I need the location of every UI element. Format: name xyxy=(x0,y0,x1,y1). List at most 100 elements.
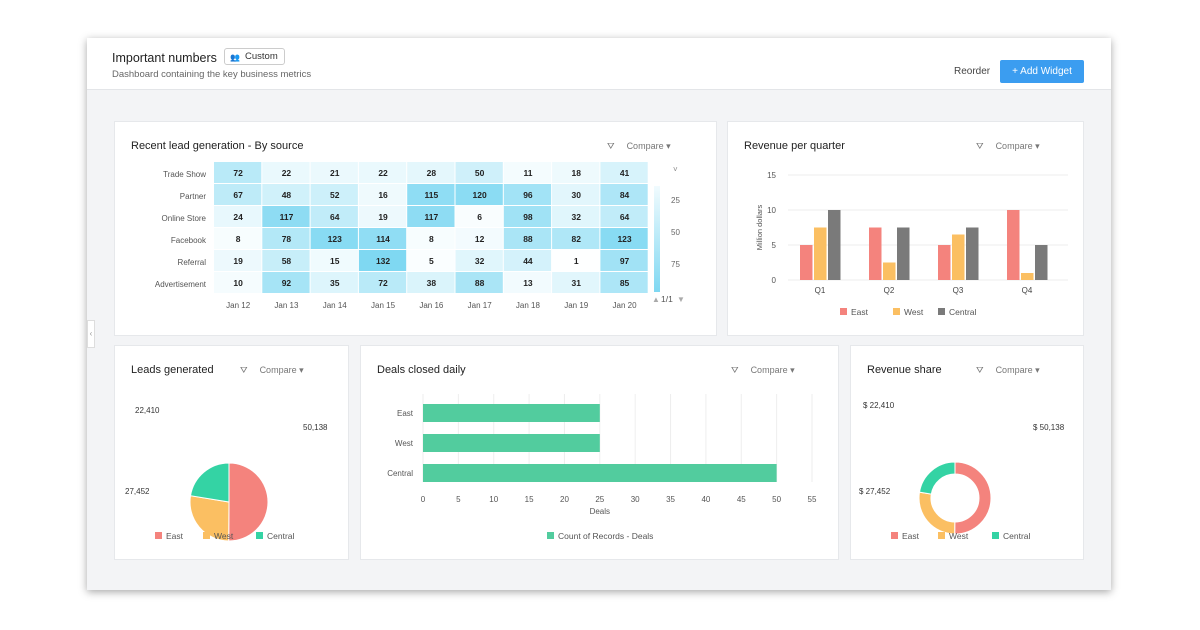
cell-value: 32 xyxy=(475,256,485,266)
heatmap-cell xyxy=(503,228,552,249)
legend-swatch xyxy=(938,308,945,315)
y-tick: West xyxy=(395,439,414,448)
legend-swatch xyxy=(547,532,554,539)
heatmap-cell xyxy=(358,184,407,205)
cell-value: 16 xyxy=(378,190,388,200)
compare-dropdown[interactable]: ⛛ Compare ▾ xyxy=(240,365,304,375)
heatmap-cell xyxy=(262,250,310,271)
bar-east xyxy=(800,245,813,280)
slice-central xyxy=(189,462,230,503)
col-label: Jan 19 xyxy=(564,301,589,310)
x-tick: 25 xyxy=(595,495,604,504)
legend-label: East xyxy=(166,531,184,541)
reorder-button[interactable]: Reorder xyxy=(954,66,991,77)
add-widget-button[interactable]: + Add Widget xyxy=(1000,60,1084,83)
legend-swatch xyxy=(840,308,847,315)
heatmap-cell xyxy=(310,184,358,205)
compare-dropdown[interactable]: ⛛ Compare ▾ xyxy=(607,141,671,151)
card-title: Revenue per quarter xyxy=(744,140,845,152)
legend-swatch xyxy=(938,532,945,539)
heatmap-cell xyxy=(455,184,503,205)
heatmap-cell xyxy=(214,162,262,183)
filter-icon[interactable]: ⛛ xyxy=(731,365,739,375)
sidebar-toggle[interactable]: ‹ xyxy=(87,320,95,348)
bar-central xyxy=(897,227,910,280)
x-tick: 0 xyxy=(421,495,426,504)
card-title: Revenue share xyxy=(867,364,942,376)
dashboard: Important numbers 👥 Custom Dashboard cont… xyxy=(87,38,1111,590)
cell-value: 19 xyxy=(233,256,243,266)
cell-value: 24 xyxy=(233,212,243,222)
heatmap-cell xyxy=(600,162,648,183)
cell-value: 30 xyxy=(572,190,582,200)
x-tick: 10 xyxy=(489,495,498,504)
row-label: Online Store xyxy=(162,214,207,223)
cell-value: 85 xyxy=(620,278,630,288)
x-tick: Q3 xyxy=(953,286,964,295)
cell-value: 64 xyxy=(330,212,340,222)
cell-value: 114 xyxy=(376,234,390,244)
cell-value: 123 xyxy=(617,234,631,244)
cell-value: 88 xyxy=(523,234,533,244)
scale-tick: 25 xyxy=(671,196,680,205)
card-title: Deals closed daily xyxy=(377,364,466,376)
filter-icon[interactable]: ⛛ xyxy=(976,141,984,151)
filter-icon[interactable]: ⛛ xyxy=(976,365,984,375)
compare-dropdown[interactable]: ⛛ Compare ▾ xyxy=(731,365,795,375)
legend-swatch xyxy=(256,532,263,539)
revenue-share-card: Revenue share ⛛ Compare ▾ $ 50,138 $ 27,45… xyxy=(850,345,1084,560)
heatmap-cell xyxy=(262,228,310,249)
cell-value: 82 xyxy=(572,234,582,244)
x-tick: 55 xyxy=(808,495,817,504)
heatmap-cell xyxy=(310,272,358,293)
heatmap-cell xyxy=(455,228,503,249)
heatmap-cell xyxy=(214,206,262,227)
col-label: Jan 15 xyxy=(371,301,396,310)
y-tick: 5 xyxy=(772,241,777,250)
cell-value: 19 xyxy=(378,212,388,222)
legend-swatch xyxy=(203,532,210,539)
custom-badge[interactable]: 👥 Custom xyxy=(224,48,285,65)
slice-west xyxy=(918,491,956,535)
leads-pie-chart: 50,138 27,452 22,410 East West Central xyxy=(125,406,328,542)
y-tick: 0 xyxy=(772,276,777,285)
slice-label: 22,410 xyxy=(135,406,160,415)
row-label: Advertisement xyxy=(155,280,207,289)
x-tick: 35 xyxy=(666,495,675,504)
heatmap-cell xyxy=(455,272,503,293)
bar-central xyxy=(1035,245,1048,280)
x-tick: Q2 xyxy=(884,286,895,295)
scale-tick: 50 xyxy=(671,228,680,237)
heatmap-cell xyxy=(214,250,262,271)
legend-swatch xyxy=(992,532,999,539)
page-subtitle: Dashboard containing the key business me… xyxy=(112,69,312,80)
heatmap-cell xyxy=(552,228,600,249)
heatmap-cell xyxy=(310,228,358,249)
x-tick: 5 xyxy=(456,495,461,504)
filter-icon[interactable]: ⛛ xyxy=(240,365,248,375)
compare-dropdown[interactable]: ⛛ Compare ▾ xyxy=(976,141,1040,151)
heatmap-cell xyxy=(552,250,600,271)
col-label: Jan 20 xyxy=(613,301,638,310)
users-icon: 👥 xyxy=(230,53,240,62)
deals-card: Deals closed daily ⛛ Compare ▾ 0 5 10 15 20 25… xyxy=(360,345,839,560)
heatmap-cell xyxy=(214,272,262,293)
cell-value: 10 xyxy=(233,278,243,288)
compare-dropdown[interactable]: ⛛ Compare ▾ xyxy=(976,365,1040,375)
slice-label: 27,452 xyxy=(125,487,150,496)
x-tick: 30 xyxy=(631,495,640,504)
legend-swatch xyxy=(155,532,162,539)
cell-value: 1 xyxy=(574,256,579,266)
bar-central xyxy=(966,227,979,280)
row-label: Facebook xyxy=(171,236,207,245)
cell-value: 21 xyxy=(330,168,340,178)
cell-value: 88 xyxy=(475,278,485,288)
y-axis-label: Million dollars xyxy=(755,205,764,251)
card-title: Recent lead generation - By source xyxy=(131,140,304,152)
slice-label: $ 22,410 xyxy=(863,401,895,410)
legend-label: Count of Records - Deals xyxy=(558,531,653,541)
cell-value: 8 xyxy=(236,234,241,244)
cell-value: 117 xyxy=(280,212,294,222)
filter-icon[interactable]: ⛛ xyxy=(607,141,615,151)
